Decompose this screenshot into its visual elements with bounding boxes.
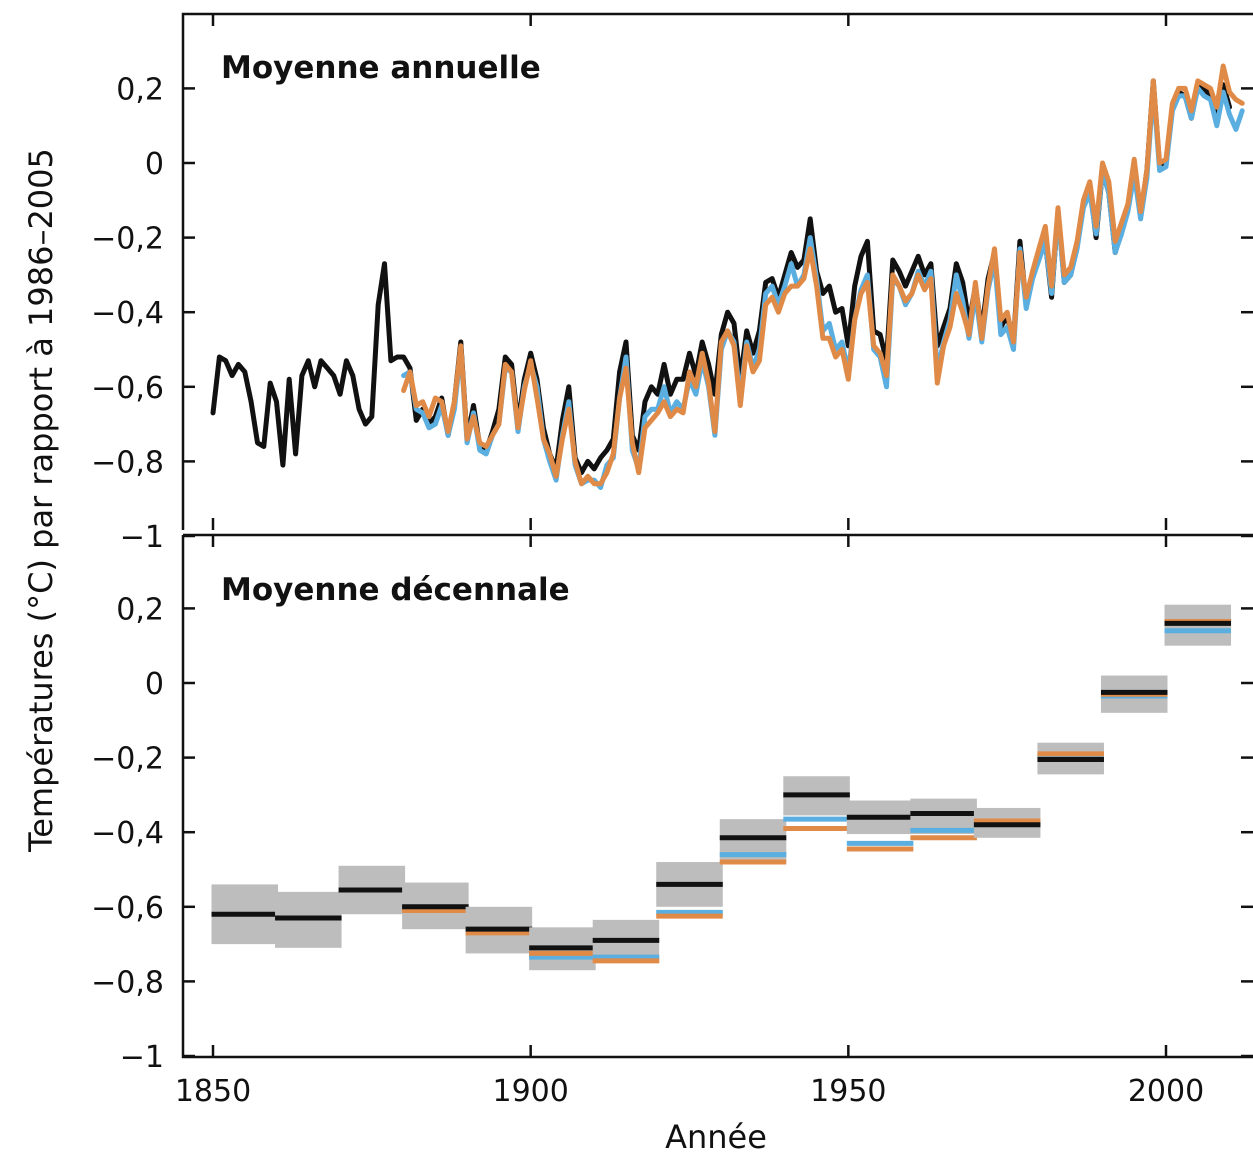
y-tick-label: −0,4 [91, 296, 164, 331]
x-tick-label: 1850 [175, 1074, 251, 1109]
y-tick-label: 0 [145, 147, 164, 182]
y-axis-tick-labels: 0,2 0 −0,2 −0,4 −0,6 −0,8 −1 0,2 0 −0,2 −0,4 −0,6 −0… [91, 72, 164, 1075]
annual-panel-title: Moyenne annuelle [221, 50, 541, 86]
y-tick-label: −0,6 [91, 371, 164, 406]
top-panel-ticks [183, 14, 1253, 538]
annual-series-group [210, 63, 1245, 490]
x-tick-label: 1950 [810, 1074, 886, 1109]
x-axis-title: Année [665, 1118, 767, 1155]
top-panel-frame [181, 12, 1253, 530]
y-tick-label: −0,8 [91, 445, 164, 480]
decadal-panel-title: Moyenne décennale [221, 572, 570, 608]
y-tick-label: −0,2 [91, 222, 164, 257]
y-tick-label: 0,2 [116, 592, 164, 627]
x-tick-label: 1900 [492, 1074, 568, 1109]
y-tick-label: −0,2 [91, 742, 164, 777]
y-tick-label: −0,6 [91, 891, 164, 926]
top-panel: Moyenne annuelle [181, 12, 1253, 538]
y-tick-label: −1 [120, 1040, 164, 1075]
y-tick-label: −0,8 [91, 965, 164, 1000]
y-tick-label: −1 [120, 520, 164, 555]
y-axis-title: Températures (°C) par rapport à 1986–200… [22, 148, 60, 853]
y-tick-label: −0,4 [91, 816, 164, 851]
bottom-panel: Moyenne décennale [181, 533, 1253, 1059]
annual-line-orange [401, 63, 1245, 487]
y-tick-label: 0,2 [116, 72, 164, 107]
bottom-panel-ticks [183, 535, 1253, 1058]
y-tick-label: 0 [145, 667, 164, 702]
decadal-series-group [211, 604, 1232, 971]
x-axis-tick-labels: 1850 1900 1950 2000 [175, 1074, 1204, 1109]
x-tick-label: 2000 [1128, 1074, 1204, 1109]
